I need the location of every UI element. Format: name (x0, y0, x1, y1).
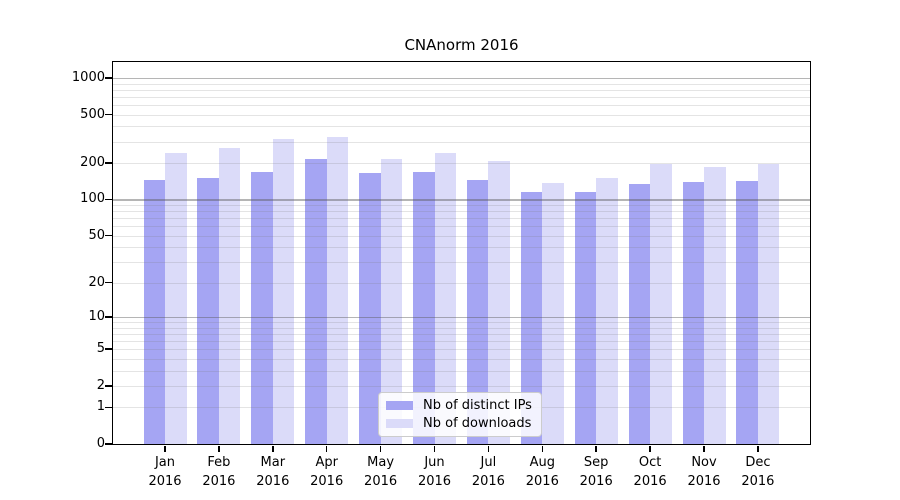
bar-jun-distinct-ips (413, 171, 435, 444)
x-axis-tick (703, 446, 705, 452)
legend-entry-distinct-ips: Nb of distinct IPs (386, 398, 532, 413)
bar-jul-distinct-ips (466, 179, 489, 444)
x-axis-label-jul: Jul 2016 (471, 455, 505, 489)
gridline-900 (113, 83, 810, 85)
x-axis-label-sep: Sep 2016 (579, 455, 613, 489)
x-axis-tick (164, 446, 166, 452)
y-axis-tick (105, 234, 112, 237)
y-axis-tick (105, 113, 112, 116)
bar-nov-downloads (704, 166, 726, 444)
x-axis-label-jun: Jun 2016 (417, 455, 452, 489)
legend-label: Nb of downloads (423, 416, 532, 431)
x-axis-tick (487, 446, 490, 452)
y-axis-tick (105, 77, 112, 79)
bar-aug-distinct-ips (520, 191, 543, 444)
bar-apr-downloads (326, 136, 349, 444)
y-axis-tick-label: 0 (96, 436, 105, 451)
y-axis-tick-label: 100 (80, 191, 105, 207)
bar-feb-downloads (218, 147, 241, 444)
x-axis-tick (218, 446, 220, 452)
y-axis-tick-label: 2 (96, 377, 105, 393)
bar-apr-distinct-ips (305, 158, 327, 444)
legend-swatch-icon (386, 419, 413, 428)
bar-jul-downloads (488, 160, 510, 444)
x-axis-label-feb: Feb 2016 (202, 455, 236, 489)
x-axis-label-jan: Jan 2016 (148, 455, 182, 489)
bar-jan-downloads (165, 152, 187, 444)
x-axis-label-apr: Apr 2016 (310, 455, 344, 489)
y-axis-tick (105, 348, 112, 350)
y-axis-tick (105, 281, 112, 284)
bar-nov-distinct-ips (682, 181, 704, 444)
x-axis-label-nov: Nov 2016 (687, 455, 721, 489)
bar-jun-downloads (434, 152, 456, 444)
y-axis-tick (105, 443, 112, 445)
y-axis-tick (105, 406, 112, 409)
legend: Nb of distinct IPs Nb of downloads (378, 392, 542, 437)
y-axis-tick-label: 500 (80, 106, 105, 122)
legend-entry-downloads: Nb of downloads (386, 416, 532, 431)
gridline-400 (113, 126, 810, 128)
x-axis-label-aug: Aug 2016 (525, 455, 559, 489)
gridline-500 (113, 114, 810, 116)
x-axis-label-dec: Dec 2016 (741, 455, 775, 489)
bar-mar-downloads (272, 138, 295, 444)
y-axis-tick-label: 10 (88, 308, 105, 324)
gridline-700 (113, 96, 810, 98)
x-axis-tick (649, 446, 651, 452)
bar-dec-distinct-ips (736, 181, 758, 444)
x-axis-tick (325, 446, 328, 452)
bar-oct-distinct-ips (628, 183, 651, 444)
bar-sep-distinct-ips (574, 191, 597, 444)
bar-feb-distinct-ips (197, 177, 219, 444)
gridline-600 (113, 104, 810, 106)
x-axis-label-may: May 2016 (364, 455, 398, 489)
x-axis-label-oct: Oct 2016 (633, 455, 667, 489)
y-axis-tick (105, 385, 112, 387)
legend-label: Nb of distinct IPs (423, 398, 532, 413)
bar-mar-distinct-ips (251, 171, 273, 444)
x-axis-tick (379, 446, 382, 452)
x-axis-tick (433, 446, 436, 452)
x-axis-tick (272, 446, 274, 452)
y-axis-tick-label: 200 (80, 155, 105, 170)
y-axis-tick-label: 50 (88, 227, 105, 243)
y-axis-tick-label: 1000 (71, 69, 105, 85)
bar-may-downloads (380, 158, 403, 444)
bar-dec-downloads (757, 163, 780, 444)
bar-aug-downloads (542, 182, 564, 444)
y-axis-tick-label: 5 (96, 341, 105, 357)
y-axis-tick-label: 20 (88, 274, 105, 290)
bar-sep-downloads (596, 177, 618, 444)
gridline-800 (113, 89, 810, 91)
legend-swatch-icon (386, 401, 413, 410)
bar-jan-distinct-ips (143, 179, 165, 444)
y-axis-tick (105, 198, 112, 201)
y-axis-tick (105, 162, 112, 164)
bar-oct-downloads (650, 163, 672, 444)
y-axis-tick-label: 1 (96, 399, 105, 415)
plot-area (112, 61, 811, 445)
gridline-1000 (113, 77, 810, 80)
x-axis-tick (595, 446, 597, 452)
gridline-200 (113, 163, 810, 164)
gridline-300 (113, 141, 810, 143)
x-axis-tick (757, 446, 759, 452)
x-axis-tick (541, 446, 544, 452)
x-axis-label-mar: Mar 2016 (256, 455, 290, 489)
chart-title: CNAnorm 2016 (404, 36, 519, 54)
bar-may-distinct-ips (359, 172, 381, 444)
y-axis-tick (105, 316, 112, 318)
